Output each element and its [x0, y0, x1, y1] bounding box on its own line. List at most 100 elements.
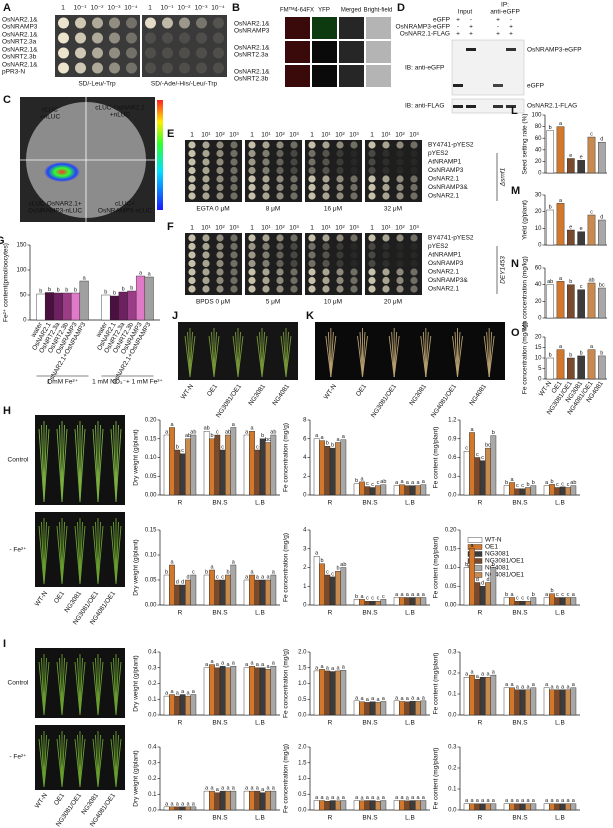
- strain-label: OsNAR2.1: [428, 176, 459, 183]
- bar: [270, 790, 277, 811]
- bar: [36, 293, 46, 321]
- bar: [509, 597, 515, 606]
- y-tick-label: 1.0: [298, 681, 307, 687]
- y-tick-label: 0.15: [445, 546, 457, 552]
- significance-letter: a: [510, 592, 514, 598]
- plant: [115, 525, 122, 585]
- plant: [393, 335, 400, 378]
- quadrant-label: cLUC: [42, 107, 59, 114]
- bar: [174, 584, 181, 606]
- yeast-spot: [396, 158, 404, 166]
- yeast-spot: [368, 166, 376, 175]
- significance-letter: a: [221, 786, 225, 792]
- plant: [457, 335, 463, 378]
- significance-letter: a: [360, 594, 364, 600]
- row-label: OsNRAMP3: [2, 24, 38, 31]
- dilution-label: 1: [310, 225, 314, 232]
- bar: [230, 665, 237, 716]
- micrograph: [285, 41, 310, 63]
- significance-letter: a: [226, 786, 230, 792]
- plant-label: NG4081/OE1: [430, 383, 458, 419]
- significance-letter: b: [550, 479, 553, 485]
- yeast-spot: [202, 141, 210, 149]
- yeast-spot: [290, 149, 298, 158]
- significance-letter: b: [122, 286, 125, 292]
- bar: [587, 136, 596, 174]
- plant: [115, 657, 119, 716]
- yeast-spot: [162, 32, 173, 44]
- y-tick-label: 8: [303, 418, 307, 424]
- bar: [525, 601, 531, 606]
- significance-letter: b: [113, 290, 116, 296]
- plant: [97, 525, 104, 585]
- group-label: L.B: [255, 500, 265, 507]
- yeast-spot: [382, 149, 390, 158]
- yeast-spot: [382, 251, 390, 259]
- y-tick-label: 100: [531, 113, 542, 119]
- yeast-spot: [248, 166, 256, 175]
- yeast-spot: [336, 175, 344, 183]
- bar: [474, 457, 481, 496]
- bar: [474, 679, 481, 716]
- yeast-spot: [230, 259, 238, 268]
- y-tick-label: 0.0: [298, 713, 307, 719]
- significance-letter: b: [492, 562, 495, 568]
- bar: [340, 670, 347, 716]
- yeast-spot: [276, 175, 284, 183]
- significance-letter: a: [545, 798, 549, 804]
- legend-label: NG4081/OE1: [485, 572, 524, 579]
- micrograph: [285, 17, 310, 39]
- dilution-label: 10¹: [201, 225, 211, 232]
- significance-letter: b: [205, 569, 208, 575]
- plant: [61, 734, 65, 788]
- panel-label: O: [511, 327, 520, 339]
- dilution-label: 10³: [349, 132, 359, 139]
- significance-letter: c: [181, 448, 184, 454]
- bar: [209, 569, 215, 606]
- significance-letter: ab: [588, 277, 594, 283]
- plant-label: NG3081/OE1: [215, 383, 243, 419]
- dilution-label: 10³: [229, 225, 239, 232]
- y-tick-label: 15: [535, 345, 542, 351]
- yeast-spot: [213, 17, 224, 29]
- yeast-spot: [248, 141, 256, 149]
- significance-letter: e: [569, 153, 572, 159]
- bar: [249, 665, 255, 716]
- significance-letter: a: [83, 275, 87, 281]
- yeast-spot: [308, 276, 316, 285]
- bar: [319, 669, 325, 716]
- significance-letter: b: [532, 480, 535, 486]
- significance-letter: ab: [570, 480, 576, 486]
- significance-letter: a: [492, 670, 496, 676]
- yeast-spot: [202, 175, 210, 183]
- bar: [174, 449, 181, 496]
- sign: +: [509, 24, 513, 31]
- significance-letter: b: [569, 279, 572, 285]
- micrograph: [339, 17, 364, 39]
- medium-label: SD/-Leu/-Trp: [78, 81, 116, 88]
- yeast-spot: [230, 285, 238, 293]
- micrograph: [285, 65, 310, 87]
- significance-letter: b: [130, 285, 133, 291]
- plant: [362, 335, 368, 378]
- bar: [190, 694, 197, 716]
- plant-label: WT-N: [34, 792, 49, 810]
- significance-letter: c: [221, 444, 224, 450]
- significance-letter: a: [250, 786, 254, 792]
- significance-letter: a: [226, 662, 230, 668]
- group-label: L.B: [555, 500, 565, 507]
- bar: [559, 803, 566, 811]
- sign: +: [456, 31, 460, 38]
- significance-letter: a: [510, 477, 514, 483]
- row-label: OsNAR2.1&: [234, 45, 270, 52]
- dilution-label: 10²: [215, 225, 225, 232]
- significance-letter: c: [580, 284, 583, 290]
- bar: [329, 447, 336, 496]
- bar: [463, 451, 470, 496]
- group-label: L.B: [255, 610, 265, 617]
- significance-letter: a: [181, 801, 185, 807]
- bar: [249, 574, 255, 606]
- yeast-spot: [196, 62, 207, 74]
- band-label: OsNAR2.1-FLAG: [527, 103, 577, 110]
- bar: [567, 284, 575, 319]
